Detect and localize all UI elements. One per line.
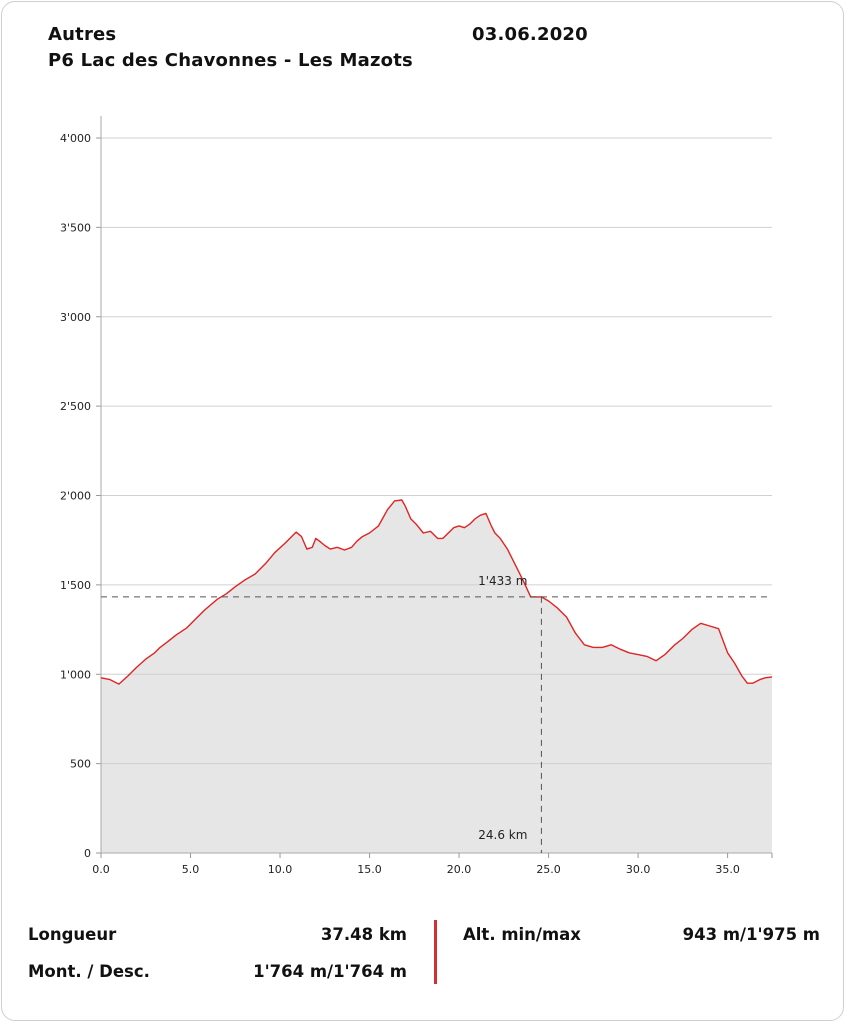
- profile-line: [100, 499, 773, 685]
- date-label: 03.06.2020: [472, 24, 588, 45]
- length-label: Longueur: [28, 925, 117, 944]
- y-tick-label: 4'000: [60, 132, 91, 145]
- y-tick-label: 3'000: [60, 311, 91, 324]
- x-tick-label: 15.0: [357, 863, 382, 876]
- y-tick-label: 1'000: [60, 668, 91, 681]
- marker-altitude-label: 1'433 m: [478, 574, 527, 588]
- x-tick-label: 10.0: [268, 863, 293, 876]
- route-title: P6 Lac des Chavonnes - Les Mazots: [48, 50, 413, 71]
- marker-distance-label: 24.6 km: [478, 828, 527, 842]
- y-tick-label: 1'500: [60, 579, 91, 592]
- y-tick-label: 2'000: [60, 490, 91, 503]
- x-tick-label: 25.0: [536, 863, 561, 876]
- profile-area: [101, 500, 772, 853]
- y-tick-label: 2'500: [60, 400, 91, 413]
- length-value: 37.48 km: [320, 925, 407, 944]
- ascent-descent-value: 1'764 m/1'764 m: [253, 962, 407, 981]
- x-tick-label: 0.0: [92, 863, 110, 876]
- y-tick-label: 0: [84, 847, 91, 860]
- y-tick-label: 500: [70, 758, 91, 771]
- ascent-descent-label: Mont. / Desc.: [28, 962, 150, 981]
- category-label: Autres: [48, 24, 117, 45]
- altitude-label: Alt. min/max: [463, 925, 581, 944]
- x-tick-label: 5.0: [182, 863, 200, 876]
- x-tick-label: 20.0: [447, 863, 472, 876]
- stats-separator: [434, 920, 437, 984]
- y-tick-label: 3'500: [60, 221, 91, 234]
- x-tick-label: 30.0: [626, 863, 651, 876]
- elevation-chart: 0 500 1'000 1'500 2'000 2'500 3'000 3'500 4'000 0…: [60, 116, 773, 876]
- elevation-chart-svg: 0 500 1'000 1'500 2'000 2'500 3'000 3'500 4'000 0…: [60, 116, 773, 876]
- x-tick-label: 35.0: [715, 863, 740, 876]
- altitude-value: 943 m/1'975 m: [682, 925, 820, 944]
